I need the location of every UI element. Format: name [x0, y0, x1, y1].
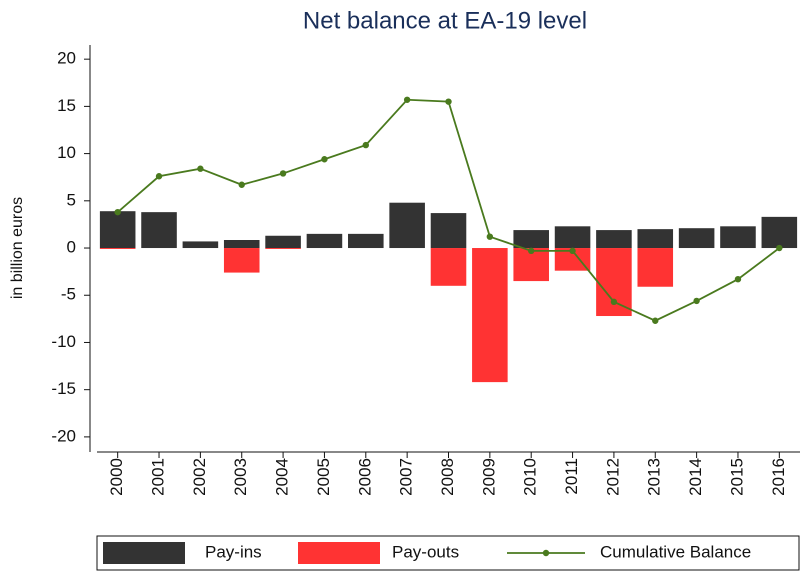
- x-tick-label: 2001: [149, 458, 168, 496]
- point: [445, 98, 452, 105]
- bar: [182, 241, 219, 249]
- bar: [761, 216, 798, 249]
- bar: [265, 248, 301, 249]
- bar: [99, 248, 136, 249]
- point: [652, 317, 659, 324]
- point: [114, 208, 121, 216]
- bar: [678, 228, 715, 249]
- y-tick-label: -20: [51, 426, 76, 445]
- point: [528, 247, 535, 255]
- bar: [637, 229, 674, 249]
- bar: [223, 248, 260, 273]
- legend-label: Pay-outs: [392, 542, 459, 561]
- legend-box: [96, 535, 800, 571]
- x-tick-label: 2011: [562, 458, 581, 495]
- x-tick-label: 2016: [769, 458, 788, 496]
- x-tick-label: 2009: [479, 458, 498, 496]
- x-tick-label: 2015: [727, 458, 746, 496]
- bar: [596, 248, 632, 317]
- bar: [141, 212, 177, 249]
- y-tick-label: -5: [61, 285, 76, 304]
- y-tick-label: 10: [57, 143, 76, 162]
- point: [693, 297, 700, 305]
- point: [279, 170, 287, 177]
- y-tick-label: 15: [57, 96, 76, 115]
- chart-title: Net balance at EA-19 level: [303, 7, 587, 34]
- line: [117, 98, 780, 322]
- x-tick-label: 2012: [603, 458, 622, 496]
- x-tick-label: 2000: [107, 458, 126, 496]
- bar: [223, 240, 260, 249]
- point: [734, 275, 742, 283]
- x-tick-label: 2002: [190, 458, 209, 496]
- bar: [513, 230, 549, 249]
- y-tick-label: 20: [57, 49, 76, 68]
- bar: [596, 230, 632, 249]
- bar: [637, 248, 674, 287]
- point: [155, 173, 163, 180]
- x-tick-label: 2004: [273, 458, 292, 496]
- bar: [306, 233, 343, 249]
- y-tick-label: 5: [67, 190, 76, 209]
- y-tick-label: -15: [51, 379, 76, 398]
- bar: [389, 202, 425, 249]
- bar: [720, 226, 756, 249]
- bar: [99, 211, 136, 249]
- legend-swatch: [103, 542, 185, 564]
- point: [776, 244, 783, 252]
- point: [362, 141, 369, 149]
- x-tick-label: 2010: [521, 458, 540, 496]
- legend-label: Cumulative Balance: [600, 542, 751, 561]
- y-tick-label: -10: [51, 332, 76, 351]
- point: [403, 96, 411, 103]
- bar: [430, 213, 467, 249]
- x-tick-label: 2006: [355, 458, 374, 496]
- x-tick-label: 2007: [397, 458, 416, 496]
- bar: [348, 233, 384, 249]
- bar: [265, 235, 301, 249]
- point: [321, 156, 328, 163]
- point: [569, 247, 576, 255]
- bar: [472, 248, 508, 383]
- legend-swatch: [298, 542, 380, 564]
- point: [486, 233, 494, 240]
- point: [238, 181, 245, 188]
- x-tick-label: 2008: [438, 458, 457, 496]
- x-tick-label: 2005: [314, 458, 333, 496]
- y-axis-label: in billion euros: [9, 197, 26, 299]
- legend-marker: [542, 549, 550, 557]
- bar: [554, 248, 591, 271]
- bar: [554, 226, 591, 249]
- x-tick-label: 2013: [645, 458, 664, 496]
- y-tick-label: 0: [67, 238, 76, 257]
- x-tick-label: 2014: [686, 458, 705, 496]
- legend-label: Pay-ins: [205, 542, 262, 561]
- point: [610, 298, 618, 306]
- bar: [430, 248, 467, 286]
- point: [197, 165, 204, 172]
- x-tick-label: 2003: [231, 458, 250, 496]
